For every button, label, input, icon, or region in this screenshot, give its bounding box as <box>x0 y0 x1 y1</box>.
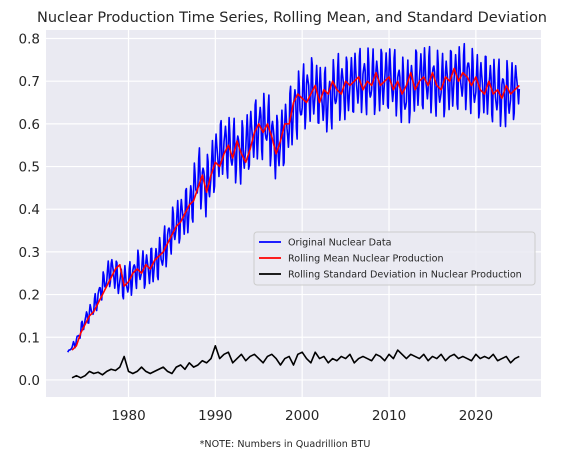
chart-title: Nuclear Production Time Series, Rolling … <box>37 10 547 26</box>
x-tick-label: 2000 <box>285 408 319 424</box>
y-tick-label: 0.2 <box>19 288 40 304</box>
y-tick-label: 0.4 <box>19 202 40 218</box>
y-tick-label: 0.6 <box>19 117 40 133</box>
y-tick-label: 0.7 <box>19 74 40 90</box>
x-tick-label: 2010 <box>372 408 406 424</box>
legend-entry: Rolling Standard Deviation in Nuclear Pr… <box>288 270 522 281</box>
series-rolling-std-line <box>71 344 520 379</box>
legend-entry: Rolling Mean Nuclear Production <box>288 254 444 265</box>
y-tick-label: 0.3 <box>19 245 40 261</box>
y-tick-label: 0.5 <box>19 160 40 176</box>
plot-area: 1980 1990 2000 2010 2020 0.0 0.1 0.2 0.3 0.4 0.5 0.… <box>19 30 541 424</box>
legend-entry: Original Nuclear Data <box>288 238 391 249</box>
y-tick-label: 0.0 <box>19 373 40 389</box>
x-tick-label: 1990 <box>198 408 232 424</box>
x-tick-label: 2020 <box>459 408 493 424</box>
y-tick-label: 0.1 <box>19 330 40 346</box>
legend: Original Nuclear Data Rolling Mean Nuclea… <box>253 231 536 286</box>
legend-box <box>253 231 536 286</box>
series-rolling-mean-line <box>71 67 520 351</box>
y-tick-label: 0.8 <box>19 32 40 48</box>
x-tick-label: 1980 <box>111 408 145 424</box>
chart-note: *NOTE: Numbers in Quadrillion BTU <box>200 439 371 450</box>
